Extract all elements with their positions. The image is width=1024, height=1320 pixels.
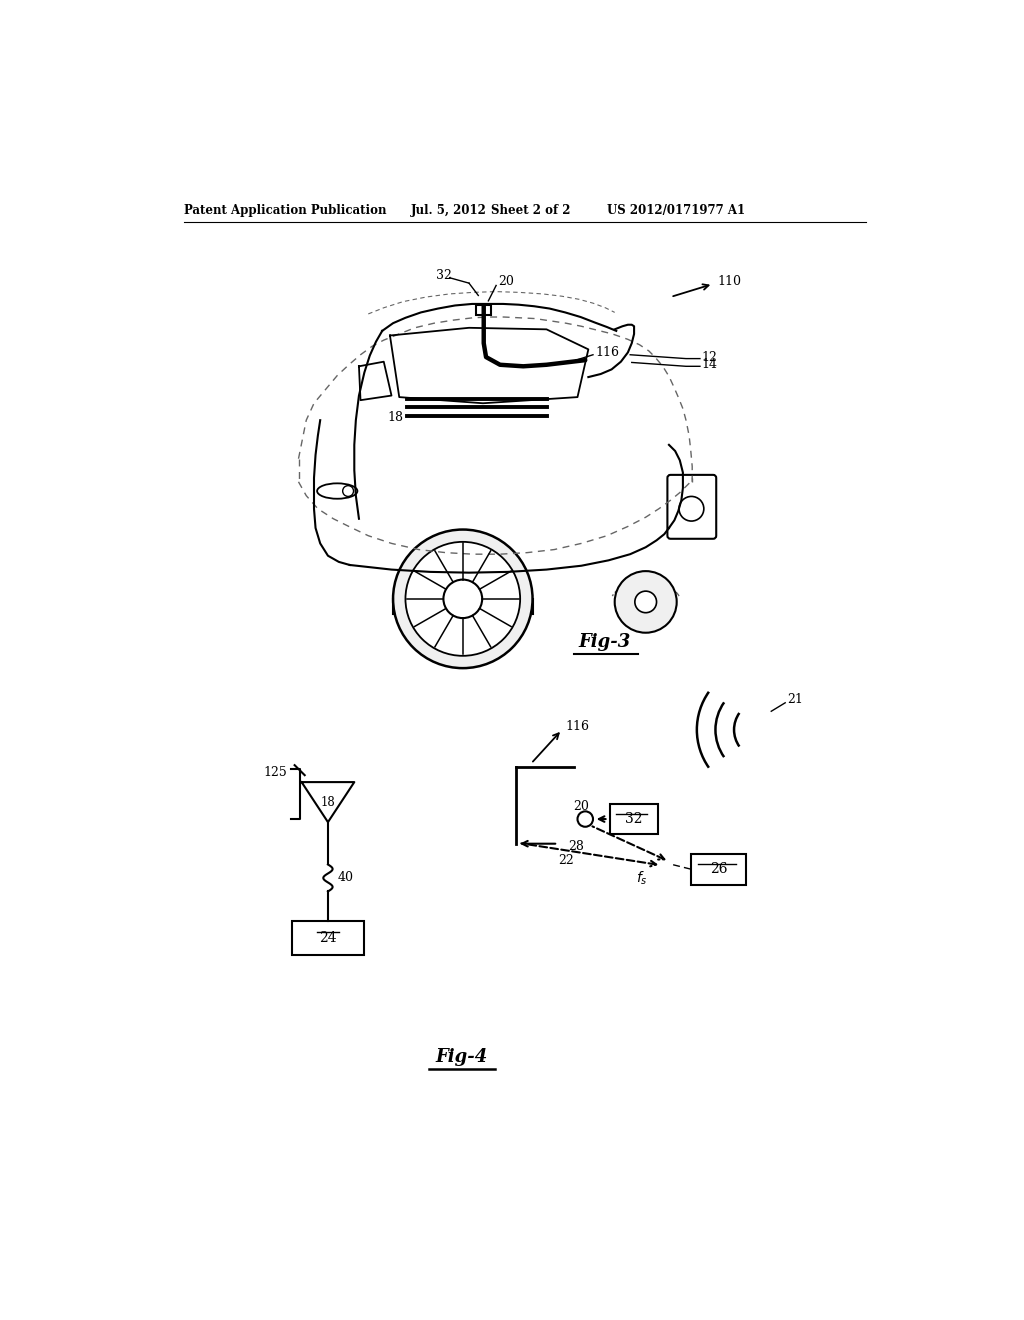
Text: 32: 32	[436, 269, 453, 282]
Text: 125: 125	[263, 767, 287, 779]
Circle shape	[406, 543, 520, 656]
Text: Fig-4: Fig-4	[435, 1048, 487, 1065]
Text: 22: 22	[558, 854, 573, 867]
Bar	[610, 804, 658, 834]
Text: $f_s$: $f_s$	[636, 870, 648, 887]
Text: 24: 24	[319, 931, 337, 945]
Text: 32: 32	[626, 812, 643, 826]
Circle shape	[614, 572, 677, 632]
Text: 40: 40	[337, 871, 353, 884]
Text: 18: 18	[321, 796, 335, 809]
Bar	[690, 854, 746, 884]
Text: Fig-3: Fig-3	[579, 634, 631, 651]
Text: 14: 14	[701, 358, 718, 371]
Text: 12: 12	[701, 351, 718, 363]
Text: Jul. 5, 2012: Jul. 5, 2012	[411, 205, 486, 218]
FancyBboxPatch shape	[668, 475, 716, 539]
Text: 110: 110	[717, 275, 741, 288]
Text: 21: 21	[786, 693, 803, 706]
Text: 116: 116	[595, 346, 620, 359]
Circle shape	[393, 529, 532, 668]
Text: 28: 28	[568, 840, 584, 853]
Bar	[476, 305, 492, 315]
Text: US 2012/0171977 A1: US 2012/0171977 A1	[607, 205, 745, 218]
Text: 20: 20	[573, 800, 590, 813]
Text: 20: 20	[499, 275, 514, 288]
Circle shape	[635, 591, 656, 612]
Text: 18: 18	[388, 412, 403, 425]
Bar	[292, 921, 364, 954]
Circle shape	[443, 579, 482, 618]
Circle shape	[578, 812, 593, 826]
Text: 116: 116	[566, 721, 590, 733]
Text: 26: 26	[710, 862, 727, 876]
Text: Sheet 2 of 2: Sheet 2 of 2	[490, 205, 570, 218]
Text: Patent Application Publication: Patent Application Publication	[183, 205, 386, 218]
